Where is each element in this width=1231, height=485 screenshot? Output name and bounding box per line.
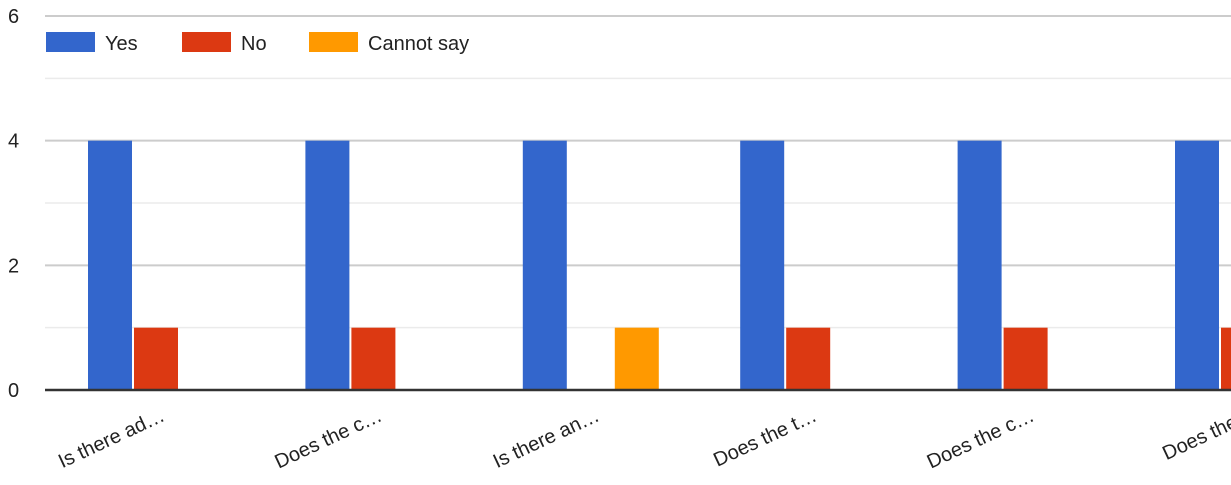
y-tick-label: 4	[8, 131, 19, 153]
category-label: Does the c…	[271, 405, 385, 474]
gridlines	[45, 15, 1231, 329]
legend-label: Yes	[105, 33, 138, 55]
bar-yes[interactable]	[88, 140, 132, 390]
legend-label: Cannot say	[368, 33, 469, 55]
category-label: Does the c…	[924, 405, 1038, 474]
bar-yes[interactable]	[305, 140, 350, 390]
bar-no[interactable]	[1221, 327, 1231, 390]
bar-yes[interactable]	[1175, 140, 1219, 390]
bar-cannot-say[interactable]	[614, 327, 659, 390]
axes: 0 2 4 6	[8, 6, 1231, 402]
legend-swatch	[182, 32, 231, 52]
legend[interactable]: Yes No Cannot say	[46, 32, 469, 55]
bar-no[interactable]	[786, 327, 831, 390]
category-labels: Is there ad… Does the c… Is there an… Does …	[55, 405, 1231, 474]
category-label: Does the c	[1159, 405, 1231, 465]
bar-yes[interactable]	[522, 140, 567, 390]
legend-item-cannot-say[interactable]: Cannot say	[309, 32, 469, 55]
bar-no[interactable]	[351, 327, 396, 390]
legend-swatch	[46, 32, 95, 52]
legend-label: No	[241, 33, 267, 55]
category-label: Is there ad…	[55, 405, 168, 473]
category-label: Does the t…	[710, 405, 820, 472]
bar-no[interactable]	[1003, 327, 1048, 390]
bar-yes[interactable]	[740, 140, 785, 390]
y-tick-label: 6	[8, 6, 19, 28]
bar-yes[interactable]	[957, 140, 1002, 390]
legend-item-yes[interactable]: Yes	[46, 32, 138, 55]
legend-swatch	[309, 32, 358, 52]
y-tick-label: 0	[8, 380, 19, 402]
bar-no[interactable]	[134, 327, 178, 390]
y-tick-label: 2	[8, 255, 19, 277]
bars	[88, 140, 1231, 390]
category-label: Is there an…	[490, 405, 603, 473]
legend-item-no[interactable]: No	[182, 32, 267, 55]
